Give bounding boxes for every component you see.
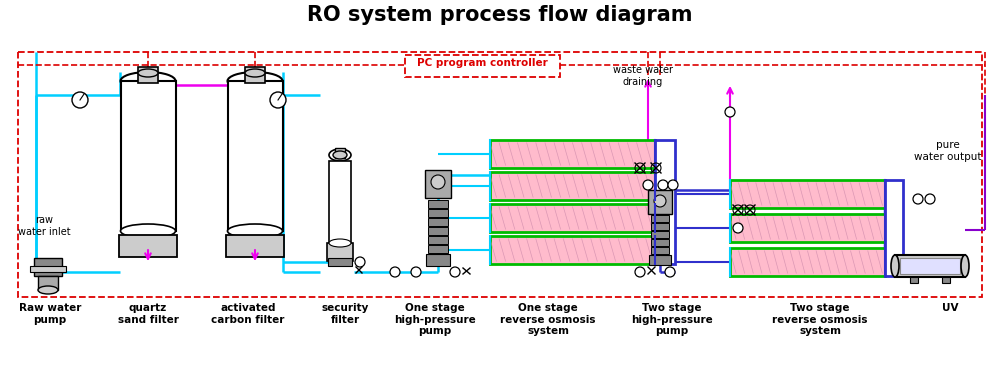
Circle shape <box>431 175 445 189</box>
Bar <box>648 190 672 214</box>
Circle shape <box>658 180 668 190</box>
Text: raw
water inlet: raw water inlet <box>18 215 71 237</box>
Bar <box>30 266 66 272</box>
Bar <box>335 148 345 158</box>
Bar <box>651 239 669 246</box>
Bar <box>428 227 448 235</box>
Text: quartz
sand filter: quartz sand filter <box>118 303 178 325</box>
Bar <box>655 140 675 264</box>
Circle shape <box>925 194 935 204</box>
Ellipse shape <box>38 286 58 294</box>
Bar <box>329 161 351 243</box>
Text: waste water
draining: waste water draining <box>613 65 673 87</box>
Circle shape <box>635 267 645 277</box>
Text: security
filter: security filter <box>321 303 369 325</box>
Bar <box>327 243 353 261</box>
Bar <box>226 235 284 257</box>
Bar <box>910 277 918 283</box>
Bar <box>138 67 158 83</box>
Bar <box>428 245 448 253</box>
Bar <box>119 235 177 257</box>
Bar <box>405 55 560 77</box>
Bar <box>895 255 965 277</box>
Ellipse shape <box>329 149 351 161</box>
Circle shape <box>270 92 286 108</box>
Bar <box>730 214 885 242</box>
Bar <box>942 277 950 283</box>
Text: Two stage
reverse osmosis
system: Two stage reverse osmosis system <box>772 303 868 336</box>
Bar <box>649 255 671 265</box>
Circle shape <box>913 194 923 204</box>
Text: activated
carbon filter: activated carbon filter <box>211 303 285 325</box>
Bar <box>651 231 669 238</box>
Circle shape <box>665 267 675 277</box>
Ellipse shape <box>245 69 265 77</box>
Ellipse shape <box>961 255 969 277</box>
Ellipse shape <box>120 224 176 238</box>
Ellipse shape <box>329 239 351 247</box>
Text: Raw water
pump: Raw water pump <box>19 303 81 325</box>
Bar <box>730 180 885 208</box>
Bar <box>34 258 62 276</box>
Bar <box>428 236 448 244</box>
Circle shape <box>725 107 735 117</box>
Bar <box>426 254 450 266</box>
Bar <box>228 81 283 231</box>
Circle shape <box>390 267 400 277</box>
Bar <box>121 81 176 231</box>
Bar <box>730 248 885 276</box>
Text: One stage
reverse osmosis
system: One stage reverse osmosis system <box>500 303 596 336</box>
Text: RO system process flow diagram: RO system process flow diagram <box>307 5 693 25</box>
Ellipse shape <box>138 69 158 77</box>
Text: UV: UV <box>942 303 958 313</box>
Ellipse shape <box>891 255 899 277</box>
Text: PC program controller: PC program controller <box>417 58 547 68</box>
Text: Two stage
high-pressure
pump: Two stage high-pressure pump <box>631 303 713 336</box>
Bar <box>490 172 655 200</box>
Circle shape <box>450 267 460 277</box>
Bar <box>885 180 903 276</box>
Bar <box>490 140 655 168</box>
Bar <box>245 67 265 83</box>
Bar <box>328 258 352 266</box>
Bar <box>900 258 960 274</box>
Bar <box>490 236 655 264</box>
Circle shape <box>654 195 666 207</box>
Text: One stage
high-pressure
pump: One stage high-pressure pump <box>394 303 476 336</box>
Bar <box>425 170 451 198</box>
Circle shape <box>72 92 88 108</box>
Ellipse shape <box>120 72 176 90</box>
Text: pure
water output: pure water output <box>914 140 982 162</box>
Ellipse shape <box>333 151 347 159</box>
Bar <box>18 52 982 297</box>
Bar <box>428 200 448 208</box>
Circle shape <box>643 180 653 190</box>
Ellipse shape <box>228 72 283 90</box>
Circle shape <box>411 267 421 277</box>
Bar <box>490 204 655 232</box>
Bar <box>651 223 669 230</box>
Circle shape <box>668 180 678 190</box>
Circle shape <box>733 223 743 233</box>
Bar <box>38 276 58 290</box>
Bar <box>428 209 448 217</box>
Circle shape <box>355 257 365 267</box>
Bar <box>428 218 448 226</box>
Ellipse shape <box>228 224 283 238</box>
Bar <box>651 247 669 254</box>
Bar <box>651 215 669 222</box>
